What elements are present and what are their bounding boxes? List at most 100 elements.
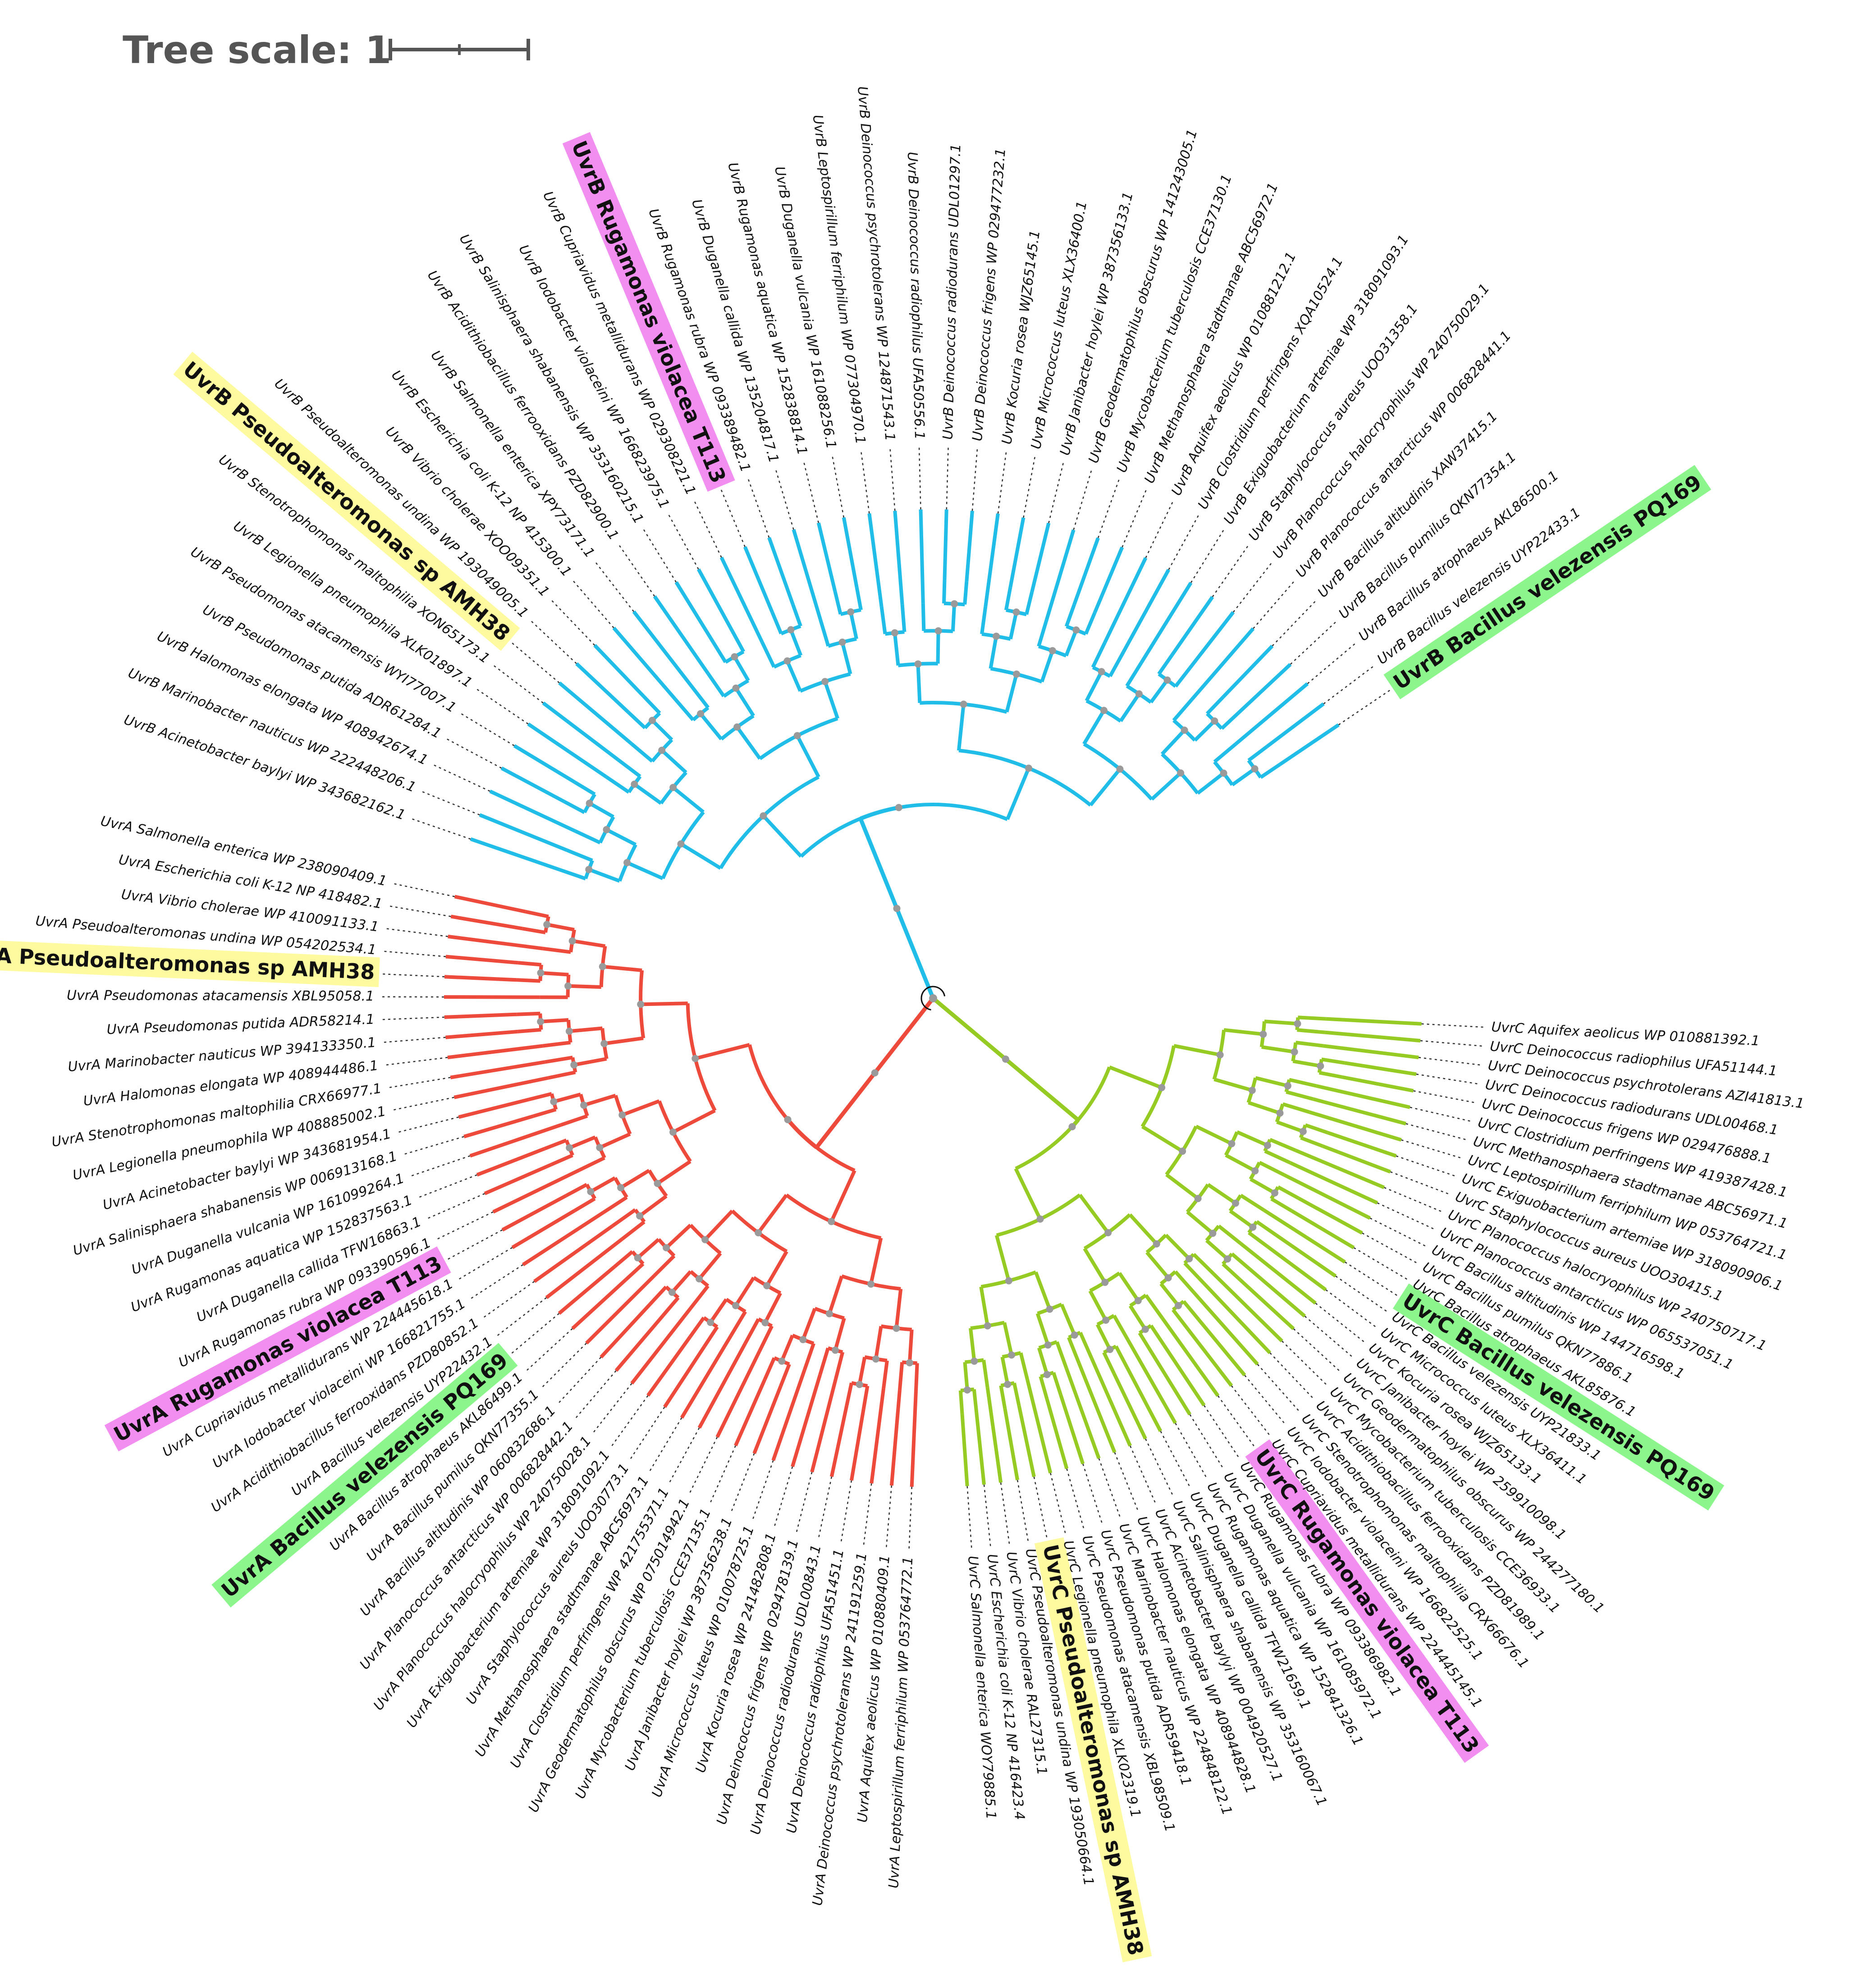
leaf-leader-line [1410, 1106, 1473, 1123]
leaf-leader-line [1401, 1139, 1463, 1159]
node-support-dot [731, 653, 738, 661]
internal-branch [819, 619, 830, 647]
node-support-dot [971, 1357, 978, 1365]
leaf-leader-line [420, 790, 480, 816]
leaf-branch [545, 1237, 623, 1299]
node-support-dot [1158, 1084, 1166, 1092]
node-support-dot [1224, 1255, 1231, 1263]
leaf-branch [575, 662, 630, 713]
node-support-dot [1004, 1380, 1012, 1388]
root-marker-arc [920, 986, 946, 1011]
leaf-leader-line [1244, 1375, 1287, 1426]
leaf-leader-line [1304, 1316, 1354, 1359]
node-support-dot [1008, 1351, 1015, 1359]
leaf-leader-line [1335, 1275, 1389, 1313]
internal-branch [605, 828, 637, 846]
node-support-dot [623, 859, 631, 866]
leaf-highlight-pink [1245, 1439, 1489, 1763]
node-support-dot [537, 969, 545, 977]
leaf-leader-line [396, 1116, 459, 1133]
leaf-branch [445, 1029, 518, 1039]
node-support-dot [570, 1061, 578, 1069]
internal-branch [969, 1328, 976, 1362]
node-support-dot [596, 1144, 604, 1152]
internal-branch [626, 861, 664, 880]
leaf-label: UvrA Pseudomonas atacamensis XBL95058.1 [67, 987, 374, 1004]
leaf-leader-line [1189, 1414, 1224, 1470]
internal-branch [1159, 1283, 1180, 1307]
leaf-branch [1239, 1242, 1317, 1305]
internal-branch [1006, 767, 1030, 820]
node-support-dot [1068, 1123, 1076, 1130]
internal-branch [900, 604, 907, 632]
node-support-dot [984, 1322, 991, 1330]
leaf-branch [501, 1194, 567, 1232]
node-support-dot [1100, 707, 1108, 714]
internal-branch [849, 611, 858, 640]
leaf-leader-line [491, 663, 544, 704]
internal-branch [602, 1196, 628, 1214]
leaf-branch [1237, 663, 1292, 714]
leaf-branch [1212, 1272, 1283, 1343]
internal-branch [733, 656, 750, 682]
node-support-dot [1232, 1199, 1239, 1207]
leaf-branch [697, 1343, 747, 1429]
internal-branch [1000, 1356, 1010, 1385]
internal-branch [1319, 1071, 1343, 1079]
node-support-dot [566, 1144, 573, 1152]
leaf-branch [500, 766, 565, 803]
leaf-branch [593, 644, 645, 698]
node-support-dot [649, 717, 656, 724]
leaf-leader-line [719, 487, 746, 547]
leaf-branch [1125, 1366, 1163, 1432]
internal-branch [957, 704, 966, 751]
node-support-dot [564, 982, 572, 990]
leaf-leader-line [386, 1077, 451, 1089]
node-support-dot [1249, 1223, 1257, 1231]
node-support-dot [934, 627, 942, 635]
node-support-dot [778, 1357, 786, 1365]
leaf-branch [1323, 1044, 1419, 1060]
leaf-branch [697, 568, 734, 632]
leaf-leader-line [1421, 1023, 1486, 1028]
leaf-leader-line [391, 1097, 454, 1111]
leaf-branch [889, 1389, 902, 1486]
leaf-branch [752, 1385, 783, 1454]
node-support-dot [543, 921, 551, 928]
internal-branch [1037, 619, 1049, 647]
internal-branch [1213, 742, 1237, 763]
leaf-leader-line [688, 1437, 718, 1495]
leaf-branch [867, 513, 884, 607]
node-support-dot [1036, 1215, 1044, 1223]
node-support-dot [1046, 1305, 1053, 1313]
leaf-branch [985, 1387, 1003, 1483]
internal-branch [533, 1107, 557, 1118]
node-support-dot [565, 1028, 573, 1035]
internal-branch [540, 1018, 569, 1024]
leaf-branch [829, 1405, 849, 1477]
node-support-dot [1317, 1062, 1324, 1070]
leaf-branch [453, 1076, 549, 1099]
leaf: UvrB Deinococcus radiophilus UFA50556.1 [904, 151, 927, 440]
branch-layer [379, 445, 1486, 1551]
node-support-dot [568, 937, 576, 945]
internal-branch [1025, 591, 1034, 615]
internal-branch [588, 801, 614, 818]
internal-branch [1247, 1231, 1269, 1248]
leaf-leader-line [1130, 1445, 1157, 1505]
leaf-leader-line [1396, 1155, 1457, 1178]
leaf-leader-line [594, 560, 634, 612]
internal-branch [656, 1160, 691, 1185]
internal-branch [1205, 695, 1225, 715]
leaf-leader-line [1168, 513, 1200, 570]
internal-branch [1297, 1028, 1325, 1034]
leaf-branch [1295, 1148, 1385, 1189]
leaf-leader-line [468, 1264, 523, 1301]
internal-branch [1231, 1252, 1251, 1270]
leaf-branch [1030, 522, 1051, 593]
leaf-branch [1202, 1282, 1272, 1354]
internal-branch [517, 961, 542, 967]
internal-branch [734, 1276, 756, 1307]
internal-branch [590, 1176, 616, 1193]
